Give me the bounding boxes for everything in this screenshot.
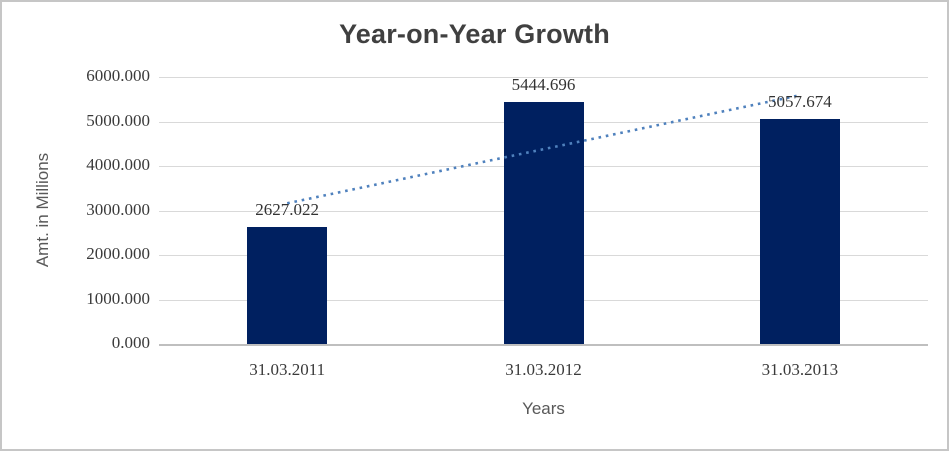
bar-31.03.2013	[759, 118, 840, 344]
y-tick-label: 3000.000	[86, 199, 150, 219]
y-tick-label: 0.000	[111, 333, 150, 352]
x-axis-title: Years	[522, 399, 565, 418]
y-tick-label: 4000.000	[86, 155, 150, 174]
x-tick-label: 31.03.2012	[505, 360, 582, 379]
data-label: 2627.022	[255, 200, 320, 220]
data-label: 5444.696	[511, 74, 576, 94]
y-tick-label: 1000.000	[86, 288, 150, 308]
y-tick-label: 2000.000	[86, 244, 150, 263]
gridline	[159, 77, 928, 78]
y-tick-label: 6000.000	[86, 66, 150, 85]
x-tick-label: 31.03.2011	[249, 360, 326, 379]
bar-31.03.2011	[247, 227, 328, 344]
y-tick-label: 5000.000	[86, 110, 150, 130]
chart-title: Year-on-Year Growth	[339, 19, 610, 49]
trendline-path	[286, 93, 801, 205]
plot-area	[159, 77, 928, 346]
bar-31.03.2012	[503, 101, 584, 344]
data-label: 5057.674	[767, 91, 832, 111]
x-tick-label: 31.03.2013	[761, 360, 839, 379]
